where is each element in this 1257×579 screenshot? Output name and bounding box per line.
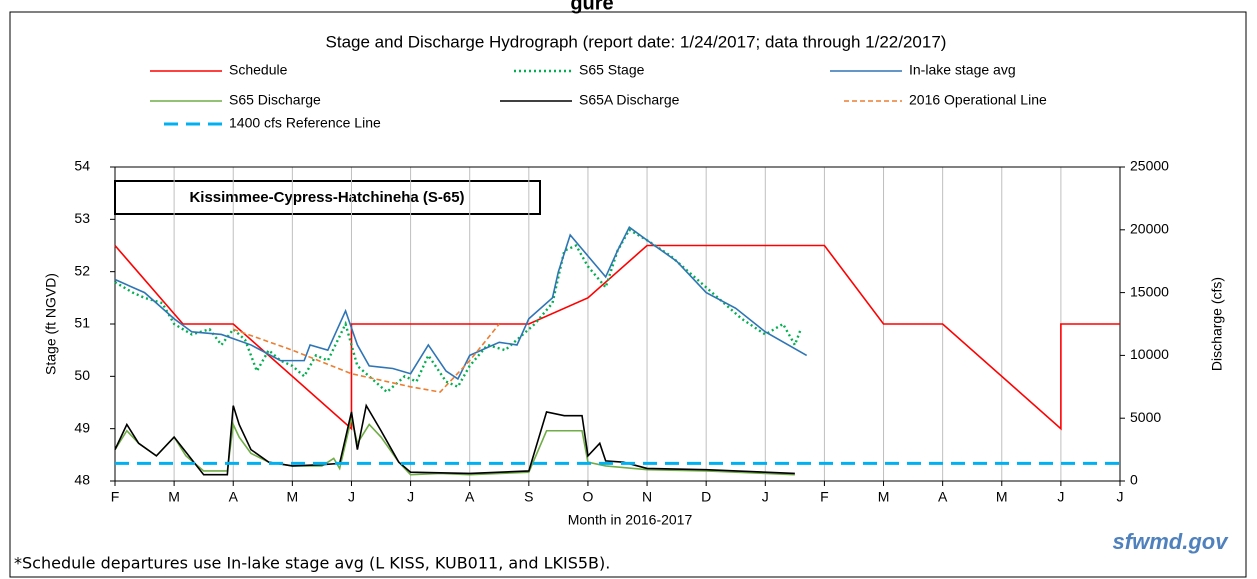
logo: sfwmd.gov <box>1113 529 1230 554</box>
x-tick-label: A <box>465 489 475 505</box>
x-tick-label: J <box>407 489 414 505</box>
x-tick-label: D <box>701 489 711 505</box>
x-tick-label: J <box>1117 489 1124 505</box>
x-tick-label: F <box>111 489 120 505</box>
y-tick-label: 49 <box>74 419 90 435</box>
y2-tick-label: 5000 <box>1130 409 1161 425</box>
y2-tick-label: 20000 <box>1130 221 1169 237</box>
y2-tick-label: 25000 <box>1130 158 1169 174</box>
series-line <box>114 418 795 476</box>
y2-tick-label: 15000 <box>1130 283 1169 299</box>
x-tick-label: J <box>762 489 769 505</box>
x-tick-label: A <box>229 489 239 505</box>
x-tick-label: O <box>582 489 593 505</box>
y2-tick-label: 10000 <box>1130 346 1169 362</box>
x-tick-label: N <box>642 489 652 505</box>
x-tick-label: M <box>287 489 299 505</box>
y2-tick-label: 0 <box>1130 472 1138 488</box>
x-tick-label: A <box>938 489 948 505</box>
series-line <box>114 244 1120 431</box>
series-line <box>114 228 802 394</box>
y-tick-label: 54 <box>74 158 90 174</box>
series-line <box>114 225 808 381</box>
legend-label: Schedule <box>229 62 288 78</box>
chart-title: Stage and Discharge Hydrograph (report d… <box>326 32 947 51</box>
y-tick-label: 50 <box>74 367 90 383</box>
x-tick-label: F <box>820 489 829 505</box>
y-tick-label: 53 <box>74 210 90 226</box>
x-tick-label: M <box>996 489 1008 505</box>
x-tick-label: J <box>1057 489 1064 505</box>
y-tick-label: 51 <box>74 315 90 331</box>
annotation: Kissimmee-Cypress-Hatchineha (S-65) <box>189 189 464 206</box>
chart-border <box>9 11 1247 578</box>
legend-label: S65 Stage <box>579 62 645 78</box>
x-axis-label: Month in 2016-2017 <box>568 512 693 528</box>
y-tick-label: 48 <box>74 472 90 488</box>
legend-label: S65A Discharge <box>579 92 680 108</box>
figure-label: gure <box>570 0 613 14</box>
legend-label: 2016 Operational Line <box>909 92 1047 108</box>
x-tick-label: S <box>524 489 533 505</box>
y-tick-label: 52 <box>74 262 90 278</box>
y2-axis-label: Discharge (cfs) <box>1209 277 1225 371</box>
x-tick-label: J <box>348 489 355 505</box>
x-tick-label: M <box>168 489 180 505</box>
x-tick-label: M <box>878 489 890 505</box>
footnote: *Schedule departures use In-lake stage a… <box>14 554 610 573</box>
legend-label: In-lake stage avg <box>909 62 1016 78</box>
legend-label: 1400 cfs Reference Line <box>229 115 381 131</box>
y-axis-label: Stage (ft NGVD) <box>43 273 59 375</box>
series-line <box>232 323 500 393</box>
legend-label: S65 Discharge <box>229 92 321 108</box>
